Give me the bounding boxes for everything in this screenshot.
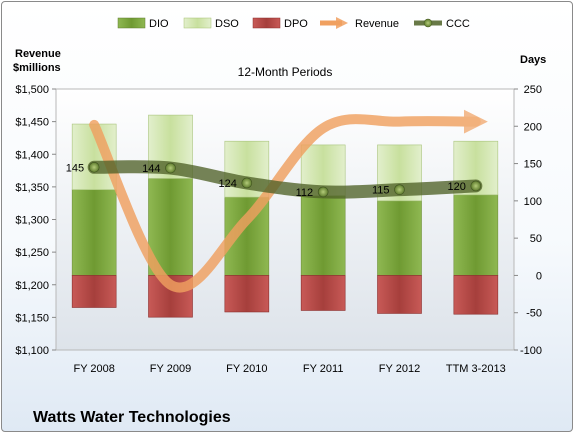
bar-dpo (453, 275, 499, 315)
legend-item-dpo: DPO (252, 17, 308, 30)
category-label: FY 2009 (150, 363, 191, 375)
ccc-point (317, 186, 329, 198)
right-tick-label: 150 (524, 159, 542, 171)
category-labels: FY 2008 FY 2009 FY 2010 FY 2011 FY 2012 TTM 3… (73, 363, 505, 375)
chart-title: Watts Water Technologies (33, 409, 231, 426)
left-tick-label: $1,150 (15, 312, 49, 324)
bar-dpo (224, 275, 270, 313)
bar-dio (300, 195, 346, 276)
right-tick-label: -50 (526, 308, 542, 320)
bar-dio (377, 200, 422, 276)
legend-label-ccc: CCC (446, 18, 470, 30)
ccc-data-label: 112 (296, 187, 314, 199)
left-tick-label: $1,400 (15, 149, 49, 161)
bar-dio (453, 194, 499, 276)
category-label: TTM 3-2013 (446, 363, 506, 375)
bar-dpo (300, 275, 346, 311)
right-tick-label: 250 (524, 84, 542, 96)
left-tick-label: $1,250 (15, 247, 49, 259)
category-label: FY 2012 (379, 363, 420, 375)
right-axis-title: Days (520, 54, 546, 66)
ccc-data-label: 115 (372, 185, 390, 197)
ccc-series: 145 144 124 112 115 120 (66, 160, 483, 199)
ccc-data-label: 120 (447, 181, 465, 193)
left-tick-label: $1,450 (15, 117, 49, 129)
ccc-data-label: 145 (66, 162, 84, 174)
category-label: FY 2011 (303, 363, 344, 375)
right-axis-ticks: -100 -50 0 50 100 150 200 250 (514, 84, 542, 357)
legend-label-dpo: DPO (284, 18, 308, 30)
ccc-data-label: 144 (142, 163, 160, 175)
left-tick-label: $1,500 (15, 84, 49, 96)
bar-dpo (71, 275, 117, 308)
left-axis-ticks: $1,100 $1,150 $1,200 $1,250 $1,300 $1,350 $1,4… (15, 84, 56, 357)
legend-item-revenue: Revenue (320, 16, 399, 30)
category-label: FY 2010 (226, 363, 267, 375)
left-axis-title-line2: $millions (13, 62, 61, 74)
left-tick-label: $1,350 (15, 182, 49, 194)
left-tick-label: $1,200 (15, 280, 49, 292)
right-tick-label: 100 (524, 196, 542, 208)
ccc-point (394, 184, 405, 195)
plot-area (55, 88, 515, 351)
ccc-data-label: 124 (218, 178, 236, 190)
ccc-line (87, 160, 483, 199)
ccc-point (165, 162, 176, 174)
revenue-line (89, 109, 488, 293)
ccc-point (241, 177, 253, 189)
right-tick-label: 0 (536, 270, 542, 282)
revenue-series (89, 109, 488, 293)
right-tick-label: 50 (530, 233, 542, 245)
legend-label-revenue: Revenue (355, 18, 399, 30)
right-tick-label: -100 (520, 345, 542, 357)
bar-dio (71, 189, 117, 276)
legend-item-dso: DSO (183, 17, 239, 30)
right-tick-label: 200 (524, 121, 542, 133)
legend: DIO DSO DPO Revenue CCC (117, 16, 470, 30)
category-label: FY 2008 (73, 363, 114, 375)
bar-dpo (377, 275, 422, 314)
legend-item-ccc: CCC (414, 18, 470, 30)
legend-label-dso: DSO (215, 18, 239, 30)
left-tick-label: $1,300 (15, 215, 49, 227)
chart-subtitle: 12-Month Periods (238, 65, 333, 79)
legend-label-dio: DIO (149, 18, 169, 30)
legend-item-dio: DIO (117, 17, 169, 30)
left-tick-label: $1,100 (15, 345, 49, 357)
left-axis-title-line1: Revenue (15, 48, 61, 60)
ccc-point (470, 180, 482, 192)
ccc-point (88, 162, 100, 173)
